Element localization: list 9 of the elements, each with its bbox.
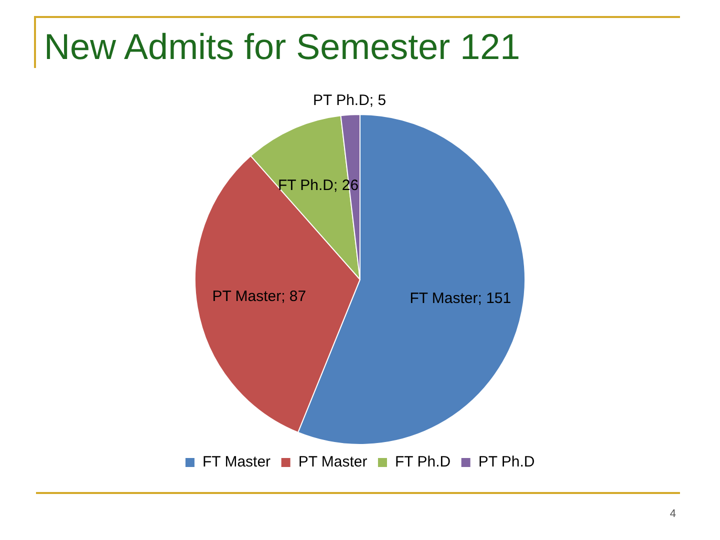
data-label: PT Ph.D; 5	[313, 92, 386, 109]
chart-title: New Admits for Semester 121	[44, 26, 520, 68]
data-label: PT Master; 87	[212, 288, 306, 305]
text: 4	[670, 508, 676, 520]
legend-label: FT Ph.D	[394, 454, 451, 471]
data-label: FT Master; 151	[410, 290, 512, 308]
legend-label: PT Master	[298, 454, 368, 471]
legend-label: PT Ph.D	[478, 454, 535, 471]
legend-label: FT Master	[202, 454, 271, 471]
